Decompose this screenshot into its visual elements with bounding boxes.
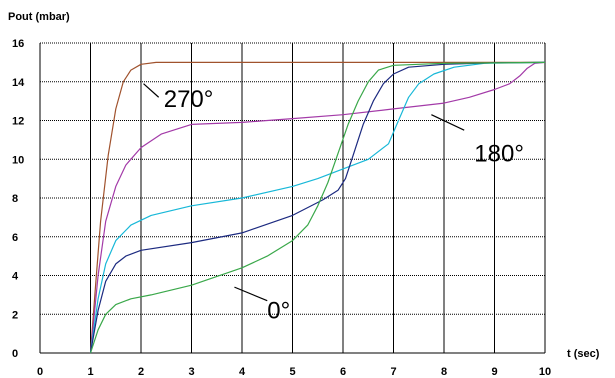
y-tick-label: 16 <box>12 38 24 50</box>
annotation-label: 270° <box>164 86 214 113</box>
x-tick-label: 5 <box>289 366 295 378</box>
y-tick-label: 14 <box>12 77 25 89</box>
y-axis-title: Pout (mbar) <box>8 11 70 23</box>
x-tick-label: 8 <box>441 366 447 378</box>
x-tick-label: 2 <box>138 366 144 378</box>
y-tick-label: 12 <box>12 116 24 128</box>
y-tick-label: 8 <box>12 193 18 205</box>
x-tick-label: 4 <box>239 366 246 378</box>
x-tick-label: 1 <box>87 366 93 378</box>
y-tick-label: 4 <box>12 271 19 283</box>
grid <box>39 42 546 354</box>
y-tick-label: 10 <box>12 154 24 166</box>
series-line <box>89 61 546 354</box>
annotations: 270° 180° 0° <box>143 83 524 324</box>
x-axis-title: t (sec) <box>567 348 600 360</box>
x-tick-label: 3 <box>188 366 194 378</box>
series-line <box>89 61 546 354</box>
series-line <box>89 61 545 354</box>
y-tick-label: 2 <box>12 309 18 321</box>
x-tick-label: 6 <box>340 366 346 378</box>
annotation-label: 180° <box>474 140 524 167</box>
y-tick-label: 0 <box>12 348 18 360</box>
x-tick-label: 9 <box>491 366 497 378</box>
x-tick-label: 0 <box>37 366 43 378</box>
series-group <box>89 61 546 354</box>
x-tick-label: 10 <box>539 366 551 378</box>
annotation-leader <box>431 114 465 131</box>
series-line <box>89 61 546 354</box>
x-tick-label: 7 <box>390 366 396 378</box>
annotation-leader <box>234 286 268 302</box>
annotation-label: 0° <box>267 297 290 324</box>
annotation-leader <box>143 83 160 98</box>
series-line <box>89 61 546 354</box>
y-tick-label: 6 <box>12 232 18 244</box>
